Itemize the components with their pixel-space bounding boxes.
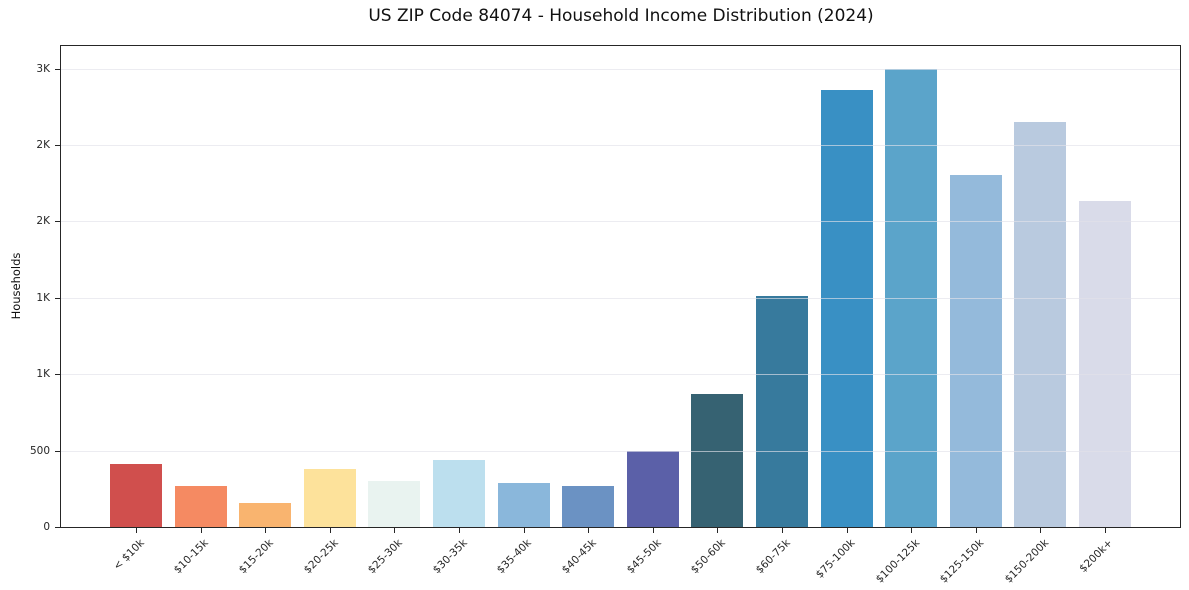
x-tick-mark: [329, 528, 331, 533]
bar-25-30k: [368, 481, 421, 527]
x-tick-mark: [1040, 528, 1042, 533]
plot-area: [60, 45, 1181, 528]
y-tick-mark: [55, 527, 60, 528]
bar-200k+: [1079, 201, 1131, 527]
bar-150-200k: [1014, 122, 1067, 527]
x-tick-label-text: $100-125k: [873, 537, 922, 586]
bar-75-100k: [820, 89, 873, 527]
x-tick-label-text: $30-35k: [430, 537, 470, 577]
x-tick-label-text: $50-60k: [688, 537, 728, 577]
x-tick-mark: [652, 528, 654, 533]
x-tick-label-text: $25-30k: [365, 537, 405, 577]
gridline-3000: [61, 68, 1180, 70]
bar-15-20k: [239, 502, 292, 527]
bar-30-35k: [433, 459, 485, 527]
x-tick-label-text: $60-75k: [753, 537, 793, 577]
bar-60-75k: [756, 296, 808, 527]
x-tick-label-text: $15-20k: [236, 537, 276, 577]
y-tick-mark: [55, 450, 60, 452]
x-tick-mark: [846, 528, 848, 533]
y-tick-mark: [55, 374, 60, 376]
bar-20-25k: [303, 468, 356, 527]
bar-40-45k: [562, 485, 615, 527]
x-tick-mark: [975, 528, 977, 533]
bar-45-50k: [626, 450, 679, 527]
gridlines-layer: [61, 46, 1180, 527]
x-tick-label-text: < $10k: [110, 537, 147, 573]
x-tick-mark: [523, 528, 525, 533]
bar-10k: [110, 464, 162, 527]
y-tick-mark: [55, 221, 60, 223]
y-tick-label: 1K: [36, 368, 50, 381]
x-tick-label-text: $20-25k: [301, 537, 341, 577]
gridline-500: [61, 450, 1180, 452]
x-tick-mark: [782, 528, 783, 533]
gridline-2000: [61, 221, 1180, 223]
bar-125-150k: [949, 175, 1002, 527]
x-tick-label-text: $200k+: [1077, 537, 1116, 575]
x-tick-mark: [1105, 528, 1106, 533]
gridline-2500: [61, 144, 1180, 146]
x-tick-mark: [717, 528, 719, 533]
y-tick-mark: [55, 297, 60, 299]
y-tick-label: 2K: [36, 215, 50, 228]
x-tick-label-text: $35-40k: [494, 537, 535, 577]
x-tick-label-text: $40-45k: [559, 537, 599, 577]
x-tick-label-text: $10-15k: [171, 537, 212, 577]
y-tick-mark: [55, 68, 60, 70]
y-tick-label: 500: [29, 444, 50, 457]
bar-35-40k: [497, 483, 550, 527]
x-tick-label-text: $150-200k: [1002, 537, 1051, 586]
x-tick-label-text: $125-150k: [937, 537, 987, 586]
y-tick-label: 3K: [36, 62, 50, 75]
x-tick-label-text: $45-50k: [624, 537, 664, 577]
x-tick-mark: [136, 528, 137, 533]
y-tick-label: 0: [43, 521, 50, 533]
y-tick-label: 2K: [36, 138, 50, 151]
bar-50-60k: [691, 394, 744, 527]
x-tick-mark: [394, 528, 396, 533]
x-tick-mark: [265, 528, 267, 533]
y-tick-label: 1K: [36, 291, 50, 304]
x-tick-label-text: $75-100k: [813, 537, 858, 581]
gridline-1000: [61, 374, 1180, 376]
y-tick-mark: [55, 144, 60, 146]
chart-title: US ZIP Code 84074 - Household Income Dis…: [368, 6, 874, 26]
x-tick-mark: [200, 528, 202, 533]
bar-10-15k: [174, 485, 227, 527]
x-tick-mark: [459, 528, 460, 533]
x-tick-mark: [911, 528, 913, 533]
gridline-1500: [61, 297, 1180, 299]
x-tick-mark: [588, 528, 590, 533]
